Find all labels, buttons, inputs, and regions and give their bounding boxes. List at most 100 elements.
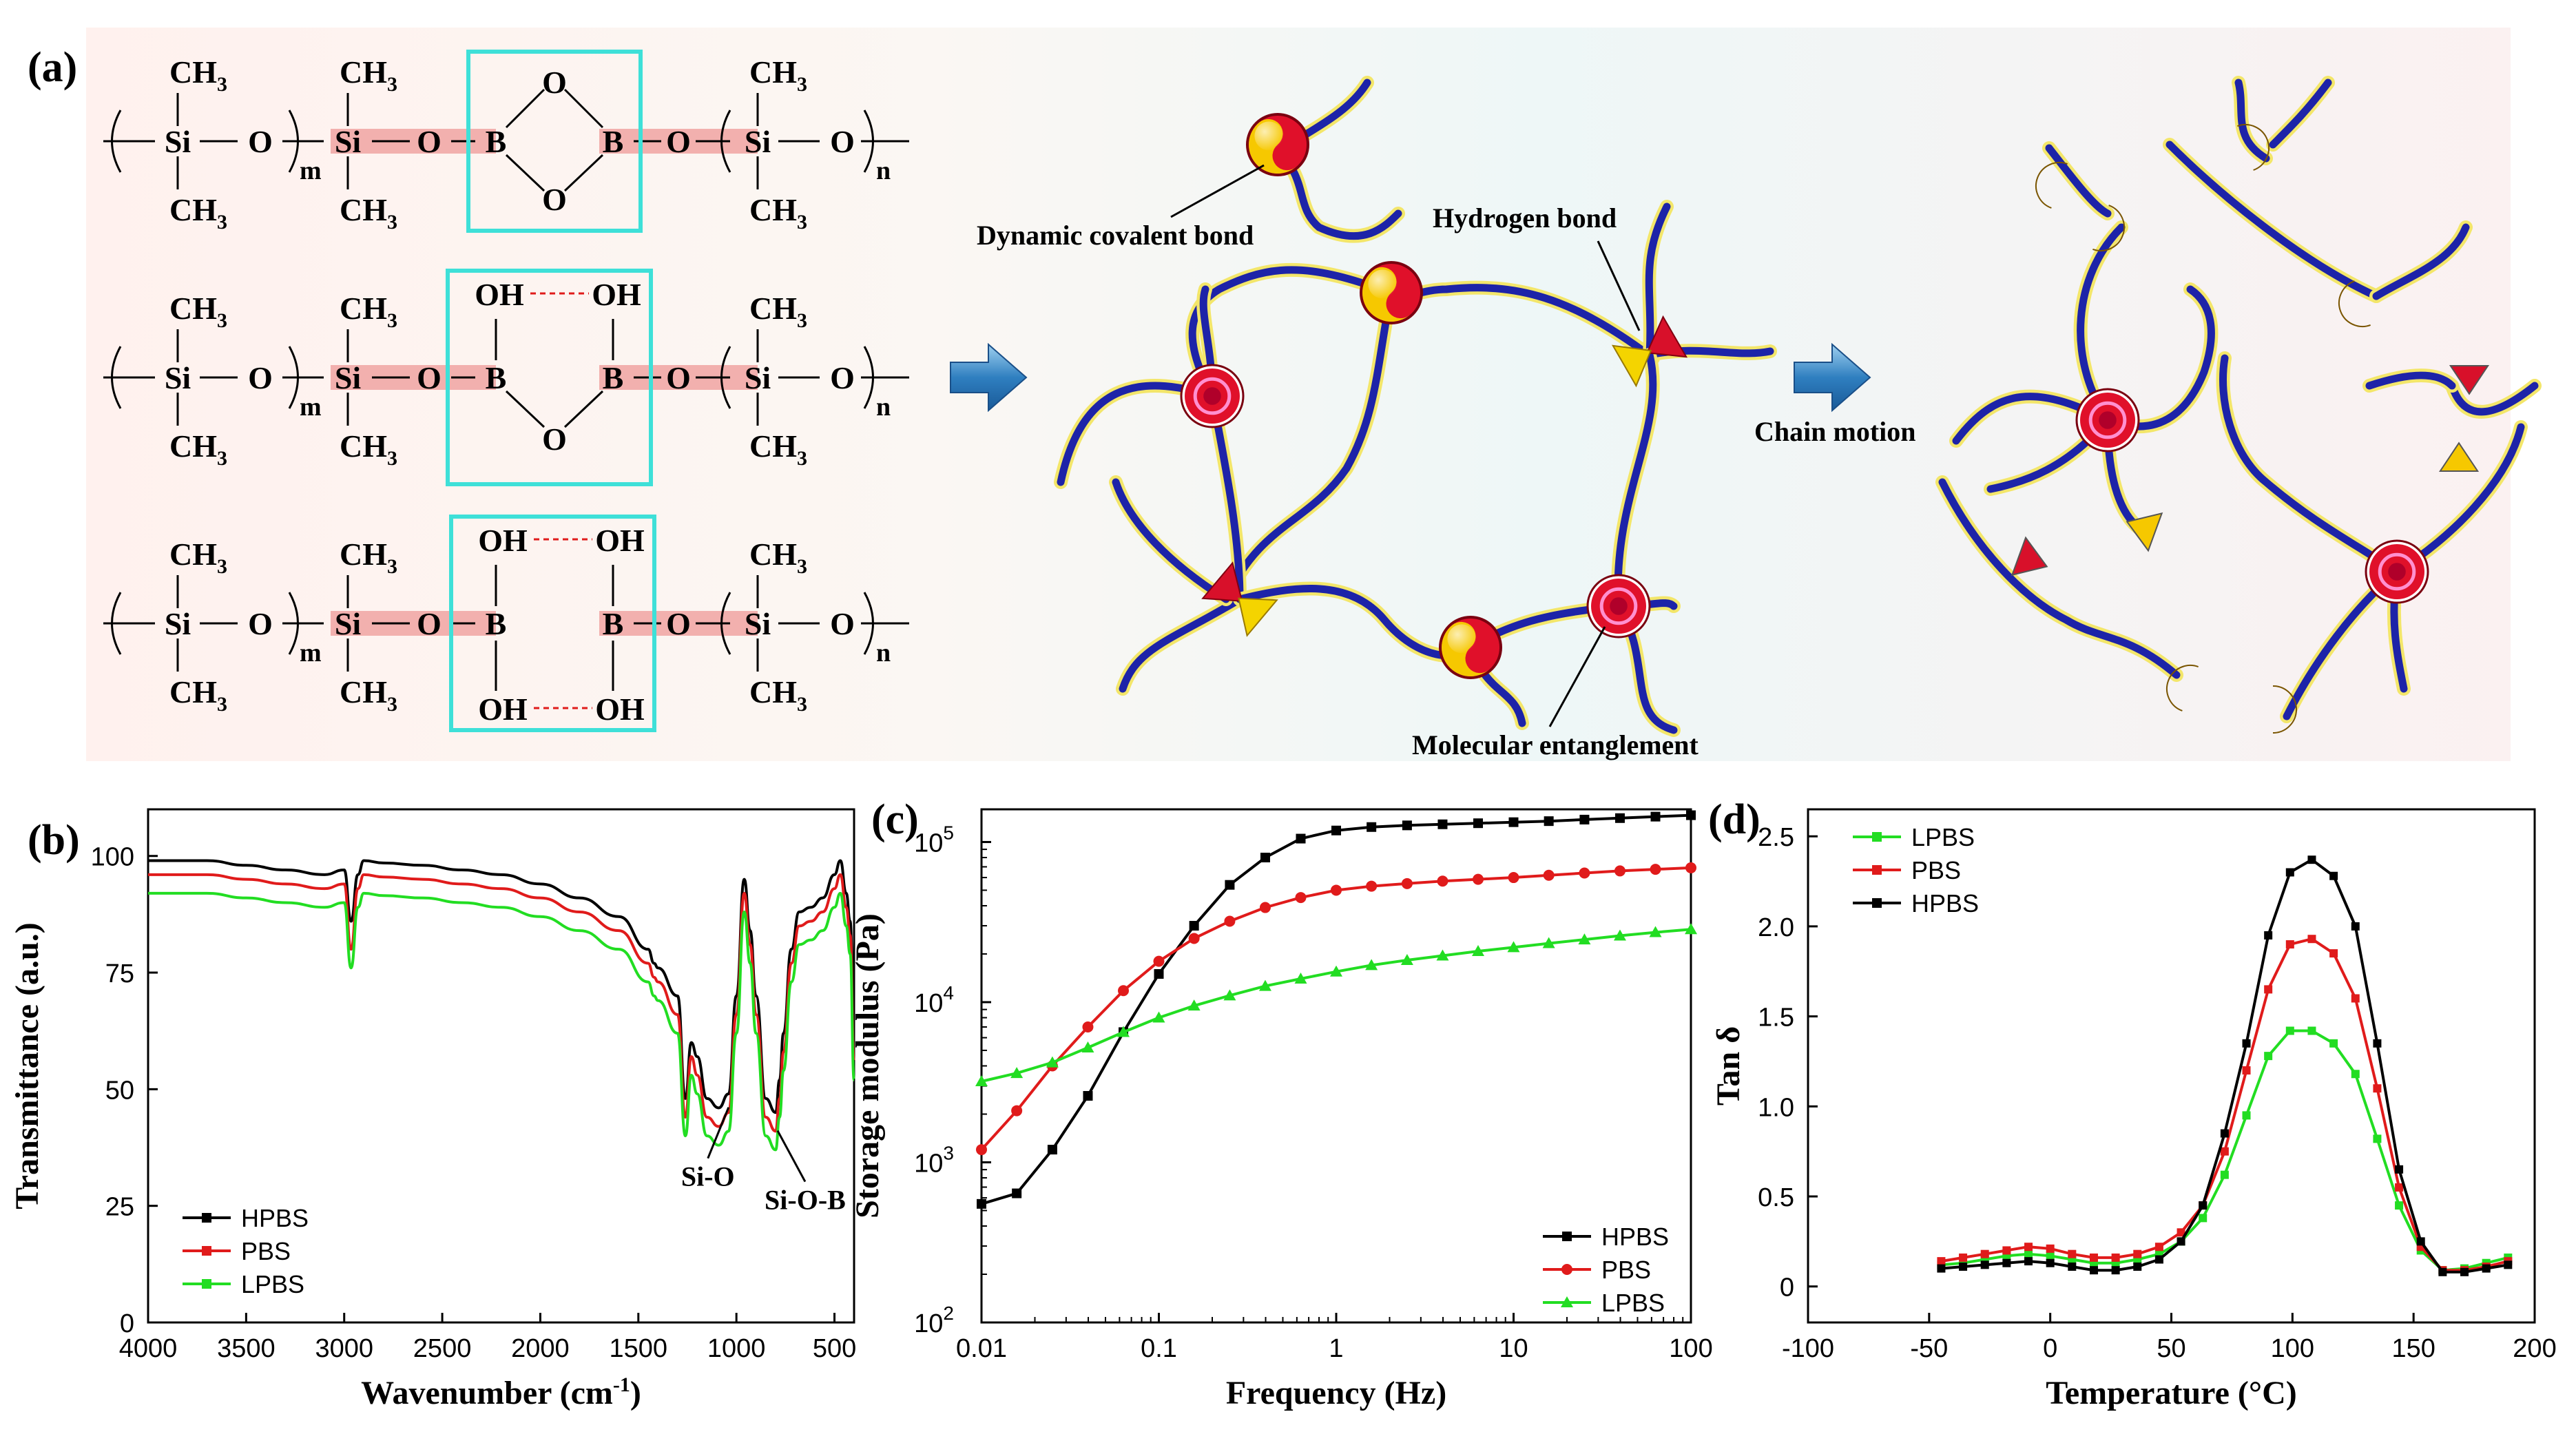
data-point-pbs — [2242, 1066, 2251, 1075]
data-point-pbs — [1118, 985, 1130, 997]
data-point-hpbs — [2111, 1266, 2120, 1275]
data-point-pbs — [2373, 1084, 2382, 1093]
panel-label-a: (a) — [28, 44, 77, 91]
subscript: 3 — [217, 555, 227, 578]
data-point-lpbs — [2351, 1070, 2360, 1079]
subscript: 3 — [797, 211, 807, 233]
data-point-lpbs — [1365, 959, 1378, 970]
data-point-lpbs — [2307, 1026, 2316, 1035]
subscript: 3 — [217, 693, 227, 716]
y-tick-label: 75 — [105, 959, 134, 988]
data-point-hpbs — [2395, 1165, 2404, 1174]
subscript-m: m — [300, 393, 322, 422]
leader-line — [1548, 626, 1606, 727]
entanglement-node — [1180, 364, 1245, 428]
partial-box — [446, 269, 653, 486]
entanglement-node — [2075, 388, 2140, 453]
data-point-pbs — [1401, 878, 1413, 889]
chain-2 — [1274, 147, 1402, 240]
data-point-pbs — [1295, 892, 1307, 904]
hydroxyl-right-bottom: OH — [595, 692, 645, 727]
data-point-hpbs — [1508, 817, 1519, 827]
y-tick-label: 1.5 — [1758, 1004, 1794, 1032]
moved-chain-14 — [2448, 382, 2539, 416]
x-axis-label: Wavenumber (cm-1) — [361, 1373, 641, 1411]
entangle-ring — [1599, 587, 1638, 625]
chart-tan-delta: -100 -50 0 50 100 150 200 0 0.5 1.0 1.5 2.0 2.5 Tempe… — [1710, 808, 2557, 1411]
data-point-pbs — [2111, 1253, 2120, 1262]
dynamic-covalent-node — [1439, 616, 1502, 679]
data-point-hpbs — [1154, 969, 1164, 979]
data-point-hpbs — [2046, 1258, 2055, 1267]
data-point-hpbs — [2482, 1264, 2491, 1273]
subscript-n: n — [876, 393, 891, 422]
data-point-hpbs — [2438, 1267, 2447, 1276]
paren-open-m — [111, 592, 122, 655]
data-point-pbs — [2133, 1249, 2142, 1258]
data-point-lpbs — [1685, 923, 1697, 935]
legend-marker — [1872, 865, 1882, 875]
oxygen-atom: O — [248, 360, 273, 395]
x-tick-label: 10 — [1499, 1334, 1528, 1363]
subscript: 3 — [797, 447, 807, 470]
legend-label-pbs: PBS — [1911, 856, 1961, 884]
data-point-hpbs — [2177, 1237, 2185, 1246]
oxygen-atom: O — [830, 360, 855, 395]
data-point-pbs — [2351, 994, 2360, 1003]
x-tick-label: 150 — [2391, 1334, 2435, 1363]
data-point-hpbs — [2154, 1255, 2163, 1264]
oxygen-atom: O — [248, 606, 273, 641]
broken-hbond-red — [2011, 536, 2048, 577]
data-point-pbs — [2002, 1246, 2011, 1255]
data-point-lpbs — [1472, 945, 1485, 957]
node-highlight — [1254, 121, 1284, 151]
moved-chain-15 — [2365, 371, 2456, 390]
paren-close-n — [863, 110, 874, 173]
data-point-pbs — [1579, 867, 1590, 879]
data-point-pbs — [1980, 1249, 1989, 1258]
data-point-lpbs — [2220, 1170, 2229, 1179]
x-tick-label: 100 — [1669, 1334, 1712, 1363]
entangle-core — [2099, 411, 2117, 429]
y-tick-label: 50 — [105, 1076, 134, 1105]
subscript: 3 — [217, 211, 227, 233]
y-tick-label: 100 — [91, 843, 134, 872]
network-diagram: Dynamic covalent bond Hydrogen bond Molecu… — [950, 76, 2542, 760]
silicon-atom: Si — [745, 124, 771, 159]
hbond-red-arrow — [1645, 315, 1688, 358]
silicon-atom: Si — [745, 360, 771, 395]
hbond-red-arrow — [1201, 561, 1243, 602]
y-tick-label: 2.0 — [1758, 913, 1794, 942]
entangle-core — [1610, 597, 1628, 615]
data-point-hpbs — [1959, 1262, 1968, 1271]
data-point-hpbs — [1980, 1260, 1989, 1269]
paren-close-n — [863, 592, 874, 655]
oxygen-atom: O — [417, 360, 442, 395]
y-axis-label: Transmittance (a.u.) — [9, 922, 45, 1209]
data-point-lpbs — [2329, 1039, 2338, 1048]
data-point-pbs — [2220, 1147, 2229, 1156]
legend-marker — [202, 1279, 211, 1289]
y-tick-label: 102 — [914, 1302, 954, 1338]
subscript: 3 — [387, 73, 397, 96]
series-line-lpbs — [147, 891, 855, 1152]
x-axis-label: Temperature (°C) — [2046, 1375, 2296, 1411]
subscript: 3 — [387, 555, 397, 578]
x-tick-label: 50 — [2157, 1334, 2185, 1363]
data-point-pbs — [2089, 1253, 2098, 1262]
data-point-hpbs — [1331, 825, 1341, 835]
data-point-lpbs — [1649, 926, 1662, 937]
data-point-lpbs — [2285, 1026, 2294, 1035]
data-point-hpbs — [1225, 880, 1235, 890]
data-point-hpbs — [2220, 1129, 2229, 1138]
data-point-hpbs — [1083, 1091, 1093, 1101]
label-hydrogen-bond: Hydrogen bond — [1433, 203, 1617, 233]
entanglement-node — [2365, 539, 2429, 604]
data-point-pbs — [1959, 1253, 1968, 1262]
data-point-pbs — [2285, 940, 2294, 949]
label-molecular-entanglement: Molecular entanglement — [1412, 729, 1699, 760]
data-point-lpbs — [1542, 937, 1555, 948]
annotation-label: Si-O — [681, 1161, 735, 1192]
broken-hbond-yellow — [2126, 512, 2163, 552]
data-point-hpbs — [1047, 1145, 1057, 1155]
